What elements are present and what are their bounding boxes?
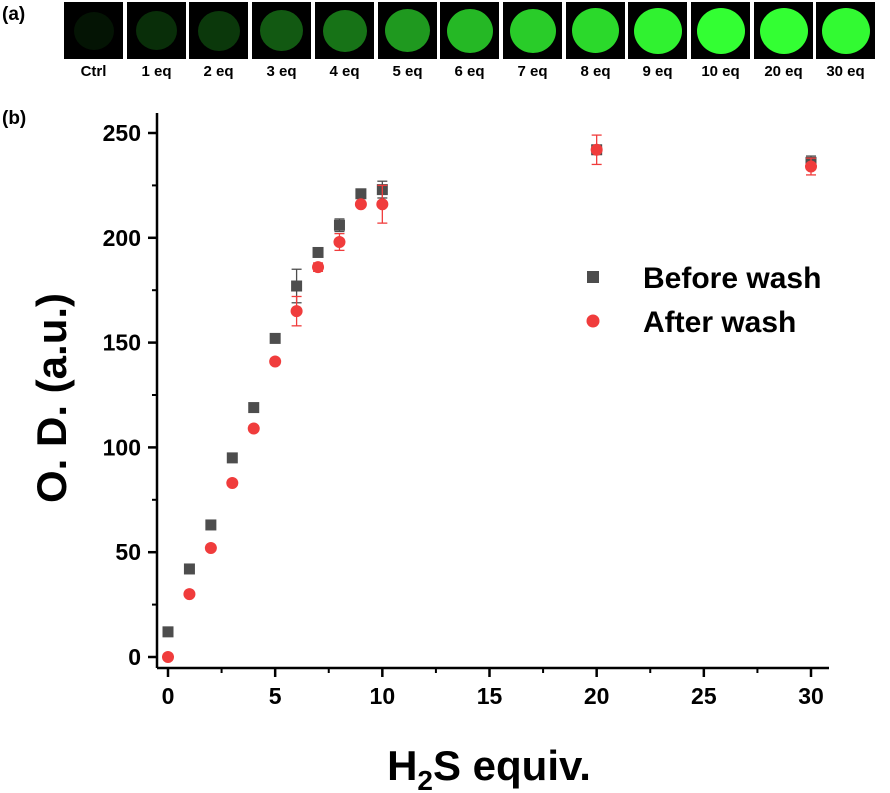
thumbnail-image: [252, 2, 311, 59]
thumbnail-image: [754, 2, 813, 59]
x-tick-label: 20: [584, 683, 610, 709]
data-point: [205, 519, 217, 531]
data-point: [333, 219, 345, 231]
thumbnail-label: 5 eq: [392, 63, 423, 80]
data-point: [269, 355, 282, 368]
y-tick-label: 0: [128, 644, 141, 670]
y-axis-title: O. D. (a.u.): [28, 293, 75, 503]
thumbnail-label: 9 eq: [642, 63, 673, 80]
data-point: [312, 261, 325, 274]
data-point: [204, 542, 217, 555]
x-tick-label: 0: [162, 683, 175, 709]
fluorescent-spot: [633, 7, 682, 54]
data-point: [355, 188, 367, 200]
thumbnail-label: 8 eq: [580, 63, 611, 80]
thumbnail-label: 10 eq: [701, 63, 740, 80]
thumbnail-label: 1 eq: [141, 63, 172, 80]
y-tick-label: 250: [103, 120, 141, 146]
x-tick-label: 30: [798, 683, 824, 709]
x-axis-title: H2S equiv.: [387, 742, 591, 793]
thumbnail-label: 6 eq: [454, 63, 485, 80]
data-point: [290, 305, 303, 318]
data-point: [269, 332, 281, 344]
y-tick-label: 50: [115, 539, 141, 565]
legend-label: Before wash: [643, 262, 821, 295]
data-point: [226, 477, 239, 490]
fluorescent-spot: [759, 7, 808, 54]
thumbnail-image: [503, 2, 562, 59]
panel-a-label: (a): [2, 4, 26, 25]
fluorescent-spot: [509, 8, 556, 53]
thumbnail-label: 2 eq: [203, 63, 234, 80]
thumbnail-image: [566, 2, 625, 59]
data-point: [805, 160, 817, 173]
y-tick-label: 150: [103, 330, 141, 356]
fluorescent-spot: [322, 9, 367, 52]
thumbnail-image: [440, 2, 499, 59]
fluorescent-spot: [821, 7, 870, 54]
series-after-wash: [162, 134, 817, 663]
thumbnail-image: [816, 2, 875, 59]
thumbnail-image: [315, 2, 374, 59]
data-point: [354, 198, 367, 211]
chart-axes: 0 5 10 15 20 25 30 0 50 100 150 200 250: [103, 113, 829, 709]
data-point: [162, 626, 174, 638]
thumbnail-label: 30 eq: [826, 63, 865, 80]
x-tick-label: 10: [370, 683, 396, 709]
fluorescent-spot: [696, 7, 745, 54]
fluorescent-spot: [197, 10, 240, 51]
thumbnail-label: 7 eq: [517, 63, 548, 80]
fluorescent-spot: [572, 8, 619, 53]
x-tick-label: 15: [477, 683, 503, 709]
data-point: [312, 246, 324, 258]
fluorescent-spot: [136, 11, 177, 50]
legend-label: After wash: [643, 306, 796, 339]
fluorescent-spot: [446, 8, 493, 53]
thumbnail-label: 4 eq: [329, 63, 360, 80]
thumbnail-image: [378, 2, 437, 59]
data-point: [183, 563, 195, 575]
fluorescent-spot: [385, 9, 430, 52]
data-point: [226, 452, 238, 464]
legend-marker: [586, 314, 600, 328]
data-point: [183, 588, 196, 601]
data-point: [162, 651, 174, 663]
chart-marks: [162, 134, 817, 663]
thumbnail-label: 3 eq: [266, 63, 297, 80]
data-point: [247, 422, 260, 435]
thumbnail-image: [628, 2, 687, 59]
series-before-wash: [162, 144, 817, 638]
thumbnail-image: [189, 2, 248, 59]
panel-b-label: (b): [2, 108, 27, 129]
y-tick-label: 200: [103, 225, 141, 251]
thumbnail-image: [64, 2, 123, 59]
data-point: [291, 280, 303, 292]
x-axis-title-subscript: 2: [417, 765, 433, 793]
fluorescent-spot: [260, 10, 303, 51]
y-tick-label: 100: [103, 434, 141, 460]
x-tick-label: 25: [691, 683, 717, 709]
x-tick-label: 5: [269, 683, 282, 709]
legend-marker: [587, 271, 599, 283]
thumbnail-image: [691, 2, 750, 59]
thumbnail-label: 20 eq: [764, 63, 803, 80]
data-point: [376, 198, 389, 211]
thumbnail-label: Ctrl: [80, 63, 107, 80]
x-axis-title-main: H: [387, 742, 417, 789]
thumbnail-image: [127, 2, 186, 59]
chart-legend: Before wash After wash: [586, 262, 821, 339]
x-axis-title-rest: S equiv.: [433, 742, 591, 789]
data-point: [333, 235, 346, 248]
fluorescent-spot: [73, 11, 114, 50]
data-point: [590, 143, 603, 156]
data-point: [248, 402, 260, 414]
